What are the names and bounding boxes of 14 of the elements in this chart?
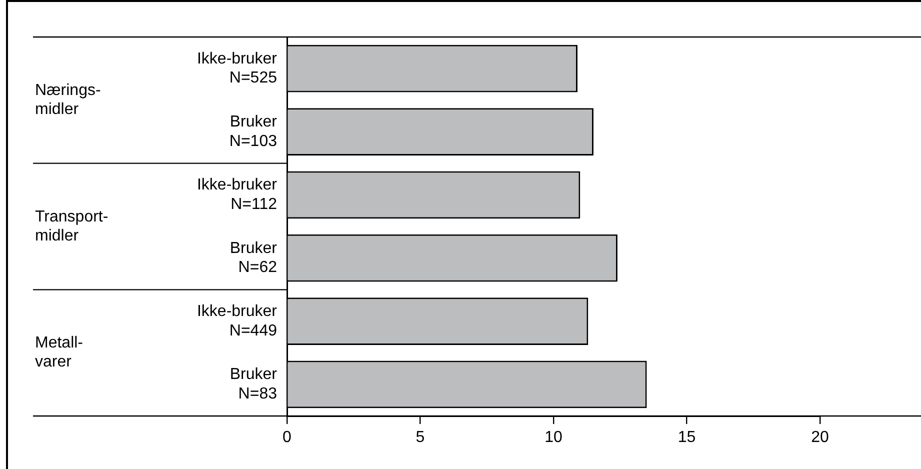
x-tick-label: 20 (811, 429, 829, 446)
x-tick-label: 15 (678, 429, 696, 446)
text: Nærings- midler (35, 82, 101, 118)
text: Metall- varer (35, 334, 84, 371)
x-tick-label: 5 (416, 429, 425, 446)
y-tick-label: Ikke-bruker N=525 (196, 50, 278, 87)
y-tick-label: Bruker N=83 (230, 366, 278, 402)
text: Transport- midler (35, 208, 108, 244)
y-tick-label: Ikke-bruker N=449 (196, 303, 278, 340)
y-tick-label: Ikke-bruker N=112 (196, 176, 278, 213)
y-tick-label: Bruker N=62 (230, 240, 278, 276)
y-tick-label: Bruker N=103 (229, 114, 278, 150)
x-tick-label: 10 (544, 429, 562, 446)
x-tick-label: 0 (282, 429, 292, 446)
